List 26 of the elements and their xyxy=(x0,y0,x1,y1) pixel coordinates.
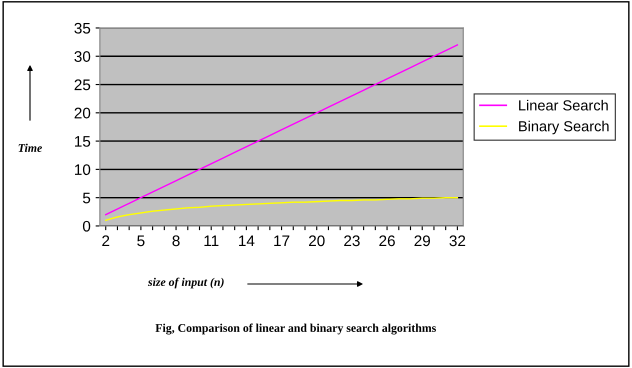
y-tick-label: 35 xyxy=(74,22,90,34)
x-tick-label: 8 xyxy=(172,235,180,246)
x-tick-label: 26 xyxy=(379,235,395,246)
y-tick-label: 5 xyxy=(82,192,90,204)
x-axis-title: size of input (n) xyxy=(148,278,224,288)
y-tick-label: 10 xyxy=(75,164,90,176)
line-series xyxy=(105,196,458,221)
line-series xyxy=(105,44,458,216)
x-tick-label: 23 xyxy=(344,235,360,246)
x-tick-label: 14 xyxy=(239,236,254,246)
x-tick-label: 20 xyxy=(308,235,325,246)
y-tick-label: 20 xyxy=(74,108,90,119)
x-tick-label: 32 xyxy=(449,235,466,246)
text: Fig, Comparison of linear and binary search algorithms xyxy=(156,324,436,334)
y-tick-label: 30 xyxy=(74,51,90,62)
y-tick-label: 0 xyxy=(82,220,90,232)
legend-label: Linear Search xyxy=(519,100,608,111)
y-axis-title: Time xyxy=(18,144,42,152)
x-tick-label: 11 xyxy=(204,236,218,246)
y-tick-label: 25 xyxy=(74,79,90,90)
x-tick-label: 2 xyxy=(102,235,110,246)
x-tick-label: 5 xyxy=(137,236,144,246)
x-tick-label: 29 xyxy=(414,235,430,246)
legend-label: Binary Search xyxy=(519,120,609,134)
y-tick-label: 15 xyxy=(75,136,90,147)
x-tick-label: 17 xyxy=(274,236,290,246)
